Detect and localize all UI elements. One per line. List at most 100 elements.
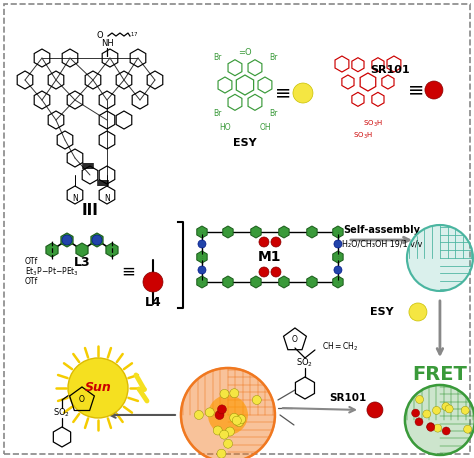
Circle shape — [464, 425, 472, 433]
Circle shape — [411, 409, 419, 417]
Polygon shape — [223, 276, 233, 288]
Polygon shape — [197, 276, 207, 288]
Circle shape — [68, 358, 128, 418]
Text: Self-assembly: Self-assembly — [344, 225, 420, 235]
Circle shape — [334, 266, 342, 274]
Text: FRET: FRET — [412, 365, 467, 384]
Circle shape — [230, 389, 239, 398]
Circle shape — [415, 418, 423, 426]
Polygon shape — [307, 226, 317, 238]
Circle shape — [226, 427, 235, 436]
Text: Br: Br — [213, 109, 221, 118]
Polygon shape — [91, 233, 103, 247]
Polygon shape — [197, 251, 207, 263]
Text: Et$_3$P$-$Pt$-$PEt$_3$: Et$_3$P$-$Pt$-$PEt$_3$ — [25, 266, 79, 278]
Text: ≡: ≡ — [275, 83, 291, 103]
Text: SO$_2$: SO$_2$ — [54, 407, 71, 419]
Text: HO: HO — [219, 123, 231, 131]
Polygon shape — [223, 226, 233, 238]
Circle shape — [92, 235, 102, 245]
Circle shape — [218, 405, 227, 414]
Circle shape — [220, 389, 229, 398]
Circle shape — [194, 410, 203, 420]
Circle shape — [445, 405, 453, 413]
Polygon shape — [76, 243, 88, 257]
Circle shape — [271, 267, 281, 277]
Text: O: O — [292, 335, 298, 344]
Text: L3: L3 — [73, 256, 91, 269]
Circle shape — [62, 235, 72, 245]
Text: Sun: Sun — [85, 382, 111, 394]
Polygon shape — [46, 243, 58, 257]
Text: SO$_3$H: SO$_3$H — [363, 119, 383, 129]
Text: SR101: SR101 — [370, 65, 410, 75]
Text: $_{17}$: $_{17}$ — [130, 29, 138, 38]
Circle shape — [367, 402, 383, 418]
Circle shape — [461, 406, 469, 414]
Text: O: O — [79, 395, 85, 404]
Text: SO$_3$H: SO$_3$H — [353, 131, 373, 141]
Text: III: III — [82, 202, 99, 218]
Text: OTf: OTf — [25, 278, 38, 287]
Circle shape — [427, 423, 435, 431]
Circle shape — [230, 413, 239, 422]
Text: OTf: OTf — [25, 257, 38, 267]
Text: ESY: ESY — [370, 307, 394, 317]
Polygon shape — [333, 226, 343, 238]
Circle shape — [423, 410, 431, 418]
Text: Br: Br — [269, 109, 277, 118]
Circle shape — [442, 427, 450, 435]
Circle shape — [217, 449, 226, 458]
Circle shape — [259, 237, 269, 247]
Polygon shape — [279, 226, 289, 238]
Polygon shape — [251, 226, 261, 238]
Text: ≡: ≡ — [408, 81, 424, 99]
Text: SR101: SR101 — [329, 393, 366, 403]
Polygon shape — [197, 226, 207, 238]
Circle shape — [442, 403, 450, 410]
Text: M1: M1 — [258, 250, 282, 264]
Circle shape — [232, 416, 241, 425]
Circle shape — [205, 408, 214, 417]
Circle shape — [224, 439, 233, 448]
Circle shape — [405, 385, 474, 455]
Text: NH: NH — [101, 38, 114, 48]
Text: CH$=$CH$_2$: CH$=$CH$_2$ — [322, 341, 358, 353]
Text: ESY: ESY — [233, 138, 257, 148]
Polygon shape — [61, 233, 73, 247]
Text: N: N — [104, 193, 110, 202]
Circle shape — [425, 81, 443, 99]
Circle shape — [181, 368, 275, 458]
Circle shape — [208, 395, 248, 435]
Circle shape — [198, 240, 206, 248]
Circle shape — [293, 83, 313, 103]
Circle shape — [219, 430, 228, 439]
Circle shape — [271, 237, 281, 247]
Circle shape — [213, 426, 222, 435]
Circle shape — [235, 418, 244, 426]
Text: Br: Br — [269, 53, 277, 61]
Polygon shape — [279, 276, 289, 288]
Circle shape — [416, 395, 424, 403]
Text: H₂O/CH₃OH 19/1 v/v: H₂O/CH₃OH 19/1 v/v — [342, 240, 422, 249]
Text: OH: OH — [259, 123, 271, 131]
Polygon shape — [333, 251, 343, 263]
Circle shape — [259, 267, 269, 277]
Circle shape — [334, 240, 342, 248]
Text: =O: =O — [238, 48, 252, 56]
Circle shape — [237, 415, 246, 424]
Circle shape — [252, 395, 261, 404]
Text: SO$_2$: SO$_2$ — [296, 357, 313, 369]
Text: Br: Br — [213, 53, 221, 61]
Circle shape — [143, 272, 163, 292]
Polygon shape — [307, 276, 317, 288]
Circle shape — [434, 424, 442, 432]
Text: ≡: ≡ — [121, 263, 135, 281]
Text: O: O — [97, 31, 103, 39]
Text: L4: L4 — [145, 296, 161, 310]
Polygon shape — [333, 276, 343, 288]
Circle shape — [432, 406, 440, 414]
Text: N: N — [72, 193, 78, 202]
Circle shape — [427, 423, 435, 431]
Polygon shape — [106, 243, 118, 257]
